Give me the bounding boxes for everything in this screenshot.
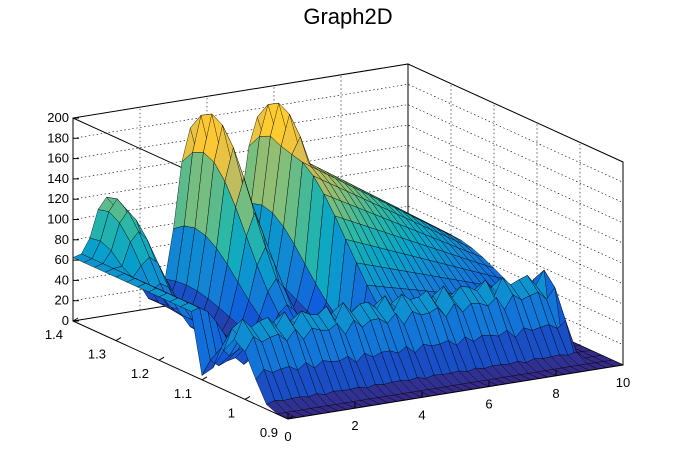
surface-mesh bbox=[72, 102, 624, 420]
z-tick-label: 20 bbox=[55, 293, 69, 308]
z-tick-label: 160 bbox=[47, 151, 69, 166]
chart-title: Graph2D bbox=[303, 4, 393, 29]
y-tick-label: 1 bbox=[228, 405, 235, 420]
z-tick-label: 200 bbox=[47, 110, 69, 125]
y-tick-label: 0.9 bbox=[260, 425, 278, 440]
z-axis-ticks: 0 20 40 60 80 100 120 140 160 180 200 bbox=[47, 110, 79, 328]
z-tick-label: 80 bbox=[55, 232, 69, 247]
x-tick-label: 0 bbox=[284, 429, 291, 444]
y-tick-mark bbox=[115, 337, 122, 342]
z-tick-label: 60 bbox=[55, 252, 69, 267]
y-tick-mark bbox=[201, 376, 208, 381]
z-grid-line bbox=[72, 63, 624, 163]
y-tick-label: 1.3 bbox=[88, 347, 106, 362]
z-tick-label: 100 bbox=[47, 212, 69, 227]
y-tick-mark bbox=[72, 317, 79, 322]
y-tick-mark bbox=[244, 395, 251, 400]
x-tick-label: 8 bbox=[552, 386, 559, 401]
y-axis-ticks: 0.9 1 1.1 1.2 1.3 1.4 bbox=[45, 317, 294, 440]
x-tick-label: 10 bbox=[616, 375, 630, 390]
y-axis-line bbox=[72, 320, 289, 420]
x-axis-line bbox=[287, 364, 624, 420]
z-grid-line bbox=[72, 83, 624, 183]
axis-frame-front bbox=[72, 320, 624, 420]
z-tick-label: 140 bbox=[47, 171, 69, 186]
y-tick-label: 1.1 bbox=[174, 386, 192, 401]
z-tick-label: 180 bbox=[47, 130, 69, 145]
z-tick-label: 40 bbox=[55, 272, 69, 287]
x-tick-label: 2 bbox=[351, 418, 358, 433]
y-tick-mark bbox=[287, 415, 294, 420]
y-tick-label: 1.4 bbox=[45, 327, 63, 342]
x-tick-label: 4 bbox=[418, 407, 425, 422]
z-tick-label: 120 bbox=[47, 191, 69, 206]
y-tick-mark bbox=[158, 356, 165, 361]
z-grid-line bbox=[72, 104, 624, 203]
x-axis-ticks: 0 2 4 6 8 10 bbox=[284, 359, 630, 444]
y-tick-label: 1.2 bbox=[131, 366, 149, 381]
x-tick-label: 6 bbox=[485, 397, 492, 412]
z-tick-label: 0 bbox=[62, 313, 69, 328]
